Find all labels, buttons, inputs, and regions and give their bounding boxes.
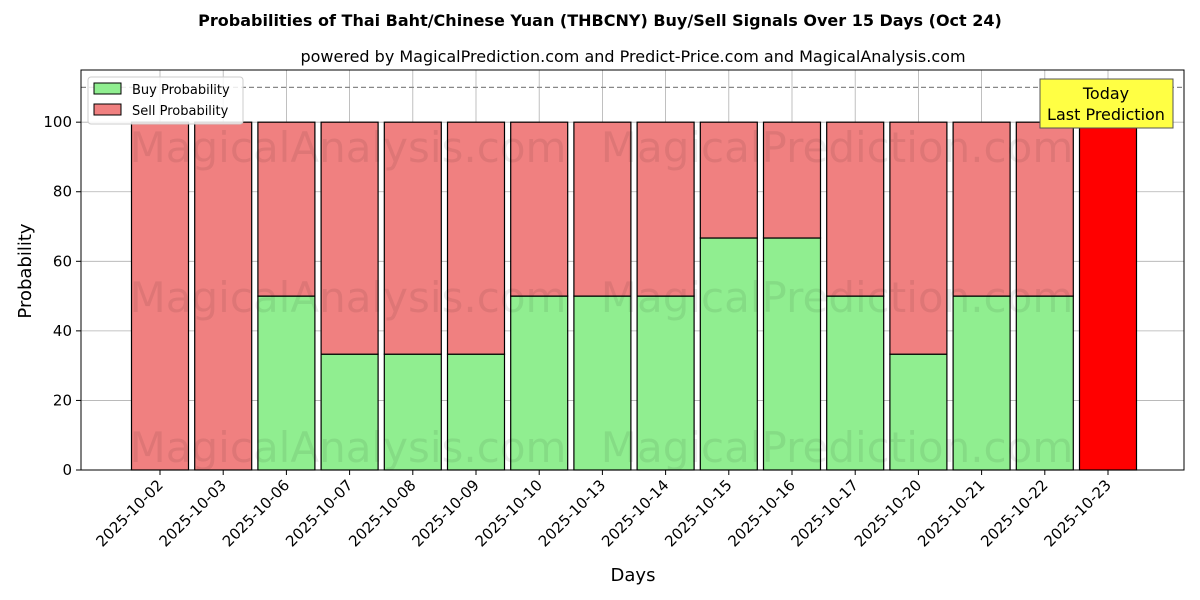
buy-bar xyxy=(510,295,569,471)
y-tick-label: 60 xyxy=(53,252,72,270)
annotation-text: Today xyxy=(1082,84,1129,103)
sell-bar xyxy=(952,121,1011,297)
sell-bar xyxy=(383,121,442,355)
today-annotation: Today Last Prediction xyxy=(1039,78,1174,129)
y-axis: 0 20 40 60 80 100 xyxy=(43,113,81,479)
x-tick-label: 2025-10-14 xyxy=(598,476,672,550)
sell-bar xyxy=(446,121,506,355)
sell-bar xyxy=(889,121,948,355)
y-axis-label: Probability xyxy=(15,223,36,318)
watermark-text: MagicalPrediction.com xyxy=(601,423,1074,472)
sell-bar xyxy=(257,121,316,297)
x-tick-label: 2025-10-13 xyxy=(535,476,609,550)
buy-bar xyxy=(257,295,316,471)
buy-bar xyxy=(826,295,885,471)
sell-bar-today xyxy=(1078,121,1138,471)
sell-bar xyxy=(699,121,758,239)
watermark-text: MagicalAnalysis.com xyxy=(130,273,567,322)
x-tick-label: 2025-10-17 xyxy=(788,476,862,550)
legend-swatch xyxy=(93,103,122,116)
annotation-text: Last Prediction xyxy=(1047,105,1165,124)
plot-frame xyxy=(80,69,1185,471)
sell-bar xyxy=(510,121,569,297)
x-tick-label: 2025-10-10 xyxy=(472,476,546,550)
y-tick-label: 80 xyxy=(53,183,72,201)
x-tick-label: 2025-10-02 xyxy=(92,476,166,550)
buy-bar xyxy=(699,237,758,471)
sell-bar xyxy=(636,121,695,297)
chart-title: Probabilities of Thai Baht/Chinese Yuan … xyxy=(198,11,1002,30)
y-tick-label: 20 xyxy=(53,391,72,409)
watermarks: MagicalAnalysis.com MagicalPrediction.com… xyxy=(130,123,1074,472)
x-tick-label: 2025-10-08 xyxy=(345,476,419,550)
buy-bar xyxy=(889,353,948,471)
sell-bar xyxy=(762,121,822,239)
x-tick-label: 2025-10-21 xyxy=(914,476,988,550)
bars xyxy=(130,121,1138,471)
watermark-text: MagicalPrediction.com xyxy=(601,273,1074,322)
buy-bar xyxy=(446,353,506,471)
watermark-text: MagicalAnalysis.com xyxy=(130,123,567,172)
watermark-text: MagicalAnalysis.com xyxy=(130,423,567,472)
y-tick-label: 0 xyxy=(62,461,72,479)
sell-bar xyxy=(573,121,632,297)
sell-bar xyxy=(320,121,379,355)
legend: Buy Probability Sell Probability xyxy=(87,76,244,125)
x-axis-label: Days xyxy=(611,565,656,586)
watermark-text: MagicalPrediction.com xyxy=(601,123,1074,172)
legend-label: Sell Probability xyxy=(132,104,229,119)
legend-swatch xyxy=(93,82,122,95)
x-tick-label: 2025-10-16 xyxy=(724,476,798,550)
buy-bar xyxy=(573,295,632,471)
buy-bar xyxy=(762,237,822,471)
x-axis: 2025-10-022025-10-032025-10-062025-10-07… xyxy=(92,470,1115,550)
x-tick-label: 2025-10-22 xyxy=(977,476,1051,550)
chart-subtitle: powered by MagicalPrediction.com and Pre… xyxy=(300,47,965,66)
x-tick-label: 2025-10-07 xyxy=(282,476,356,550)
buy-bar xyxy=(383,353,442,471)
x-tick-label: 2025-10-09 xyxy=(408,476,482,550)
legend-box xyxy=(87,76,244,125)
sell-bar xyxy=(1015,121,1074,297)
buy-bar xyxy=(320,353,379,471)
x-tick-label: 2025-10-20 xyxy=(851,476,925,550)
x-tick-label: 2025-10-23 xyxy=(1040,476,1114,550)
x-tick-label: 2025-10-15 xyxy=(661,476,735,550)
buy-bar xyxy=(952,295,1011,471)
y-tick-label: 100 xyxy=(43,113,72,131)
annotation-box xyxy=(1039,78,1174,129)
y-tick-label: 40 xyxy=(53,322,72,340)
legend-label: Buy Probability xyxy=(132,83,230,98)
sell-bar xyxy=(826,121,885,297)
buy-bar xyxy=(636,295,695,471)
x-tick-label: 2025-10-06 xyxy=(219,476,293,550)
x-tick-label: 2025-10-03 xyxy=(156,476,230,550)
